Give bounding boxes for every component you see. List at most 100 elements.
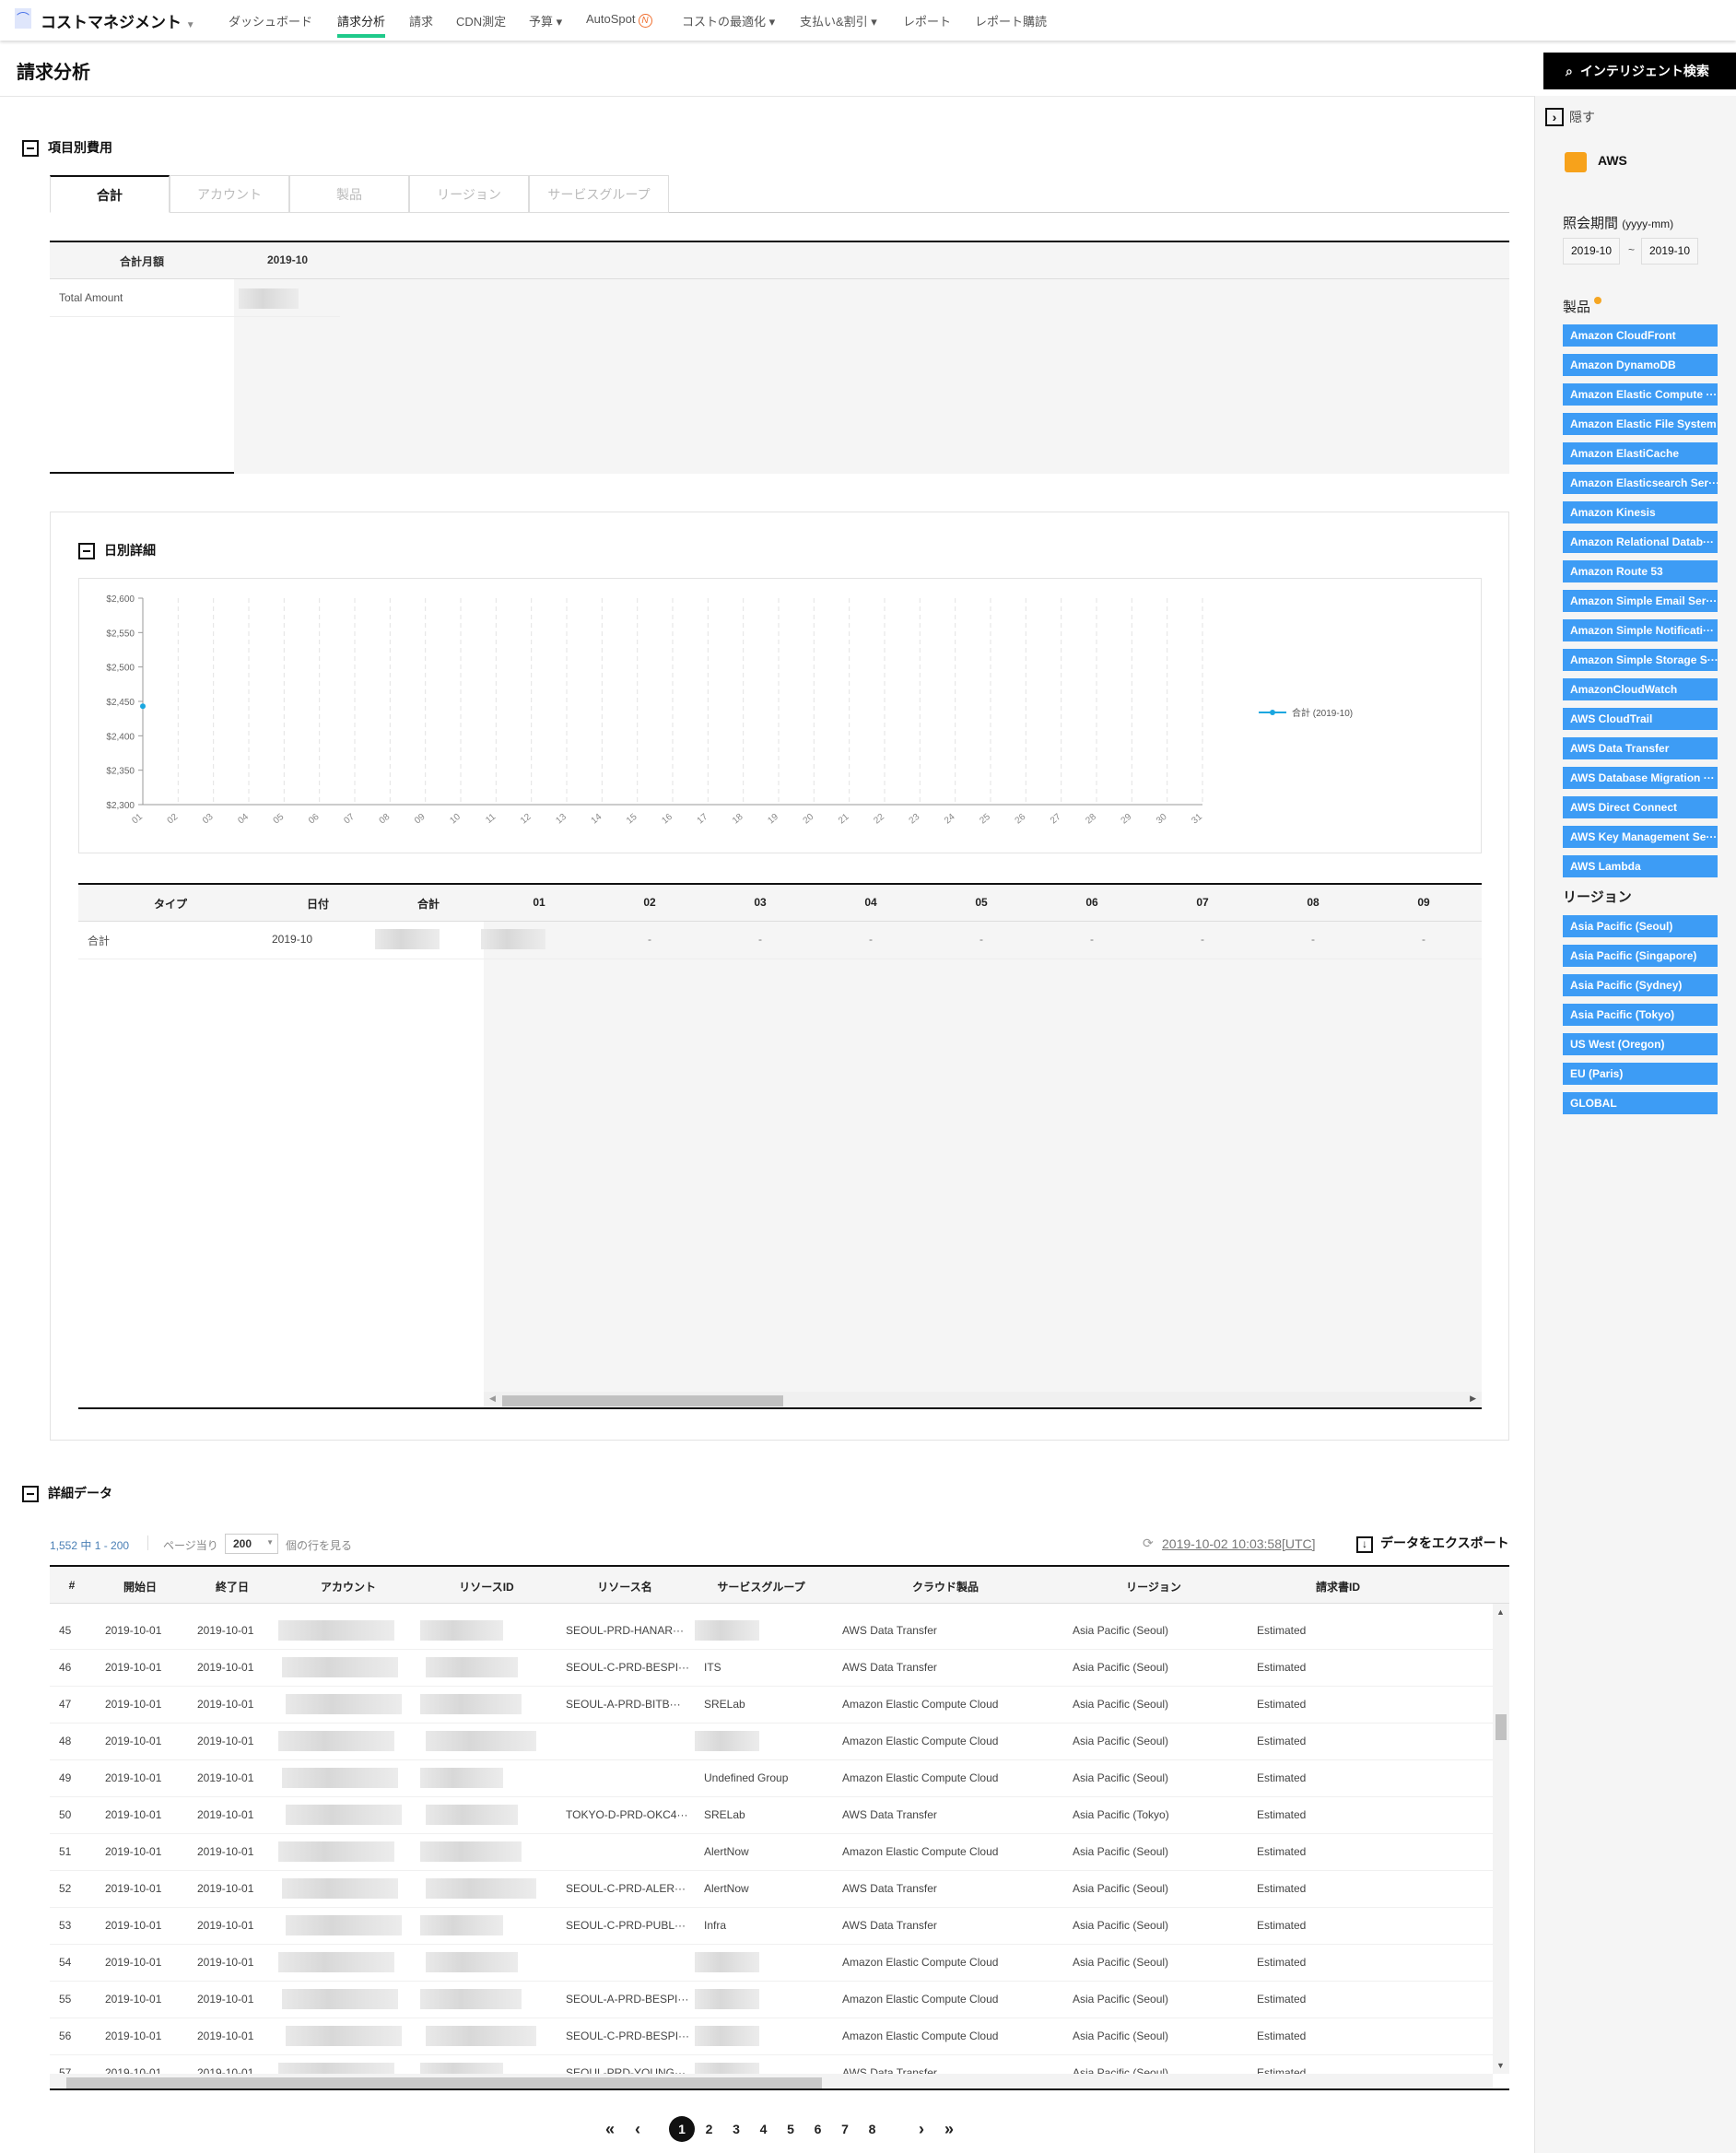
detail-data-toggle[interactable]: 詳細データ xyxy=(22,1484,112,1503)
product-chip[interactable]: AWS Lambda xyxy=(1563,855,1718,877)
table-row[interactable]: 54 2019-10-01 2019-10-01 Amazon Elastic Com… xyxy=(50,1945,1493,1982)
table-row[interactable]: 57 2019-10-01 2019-10-01 SEOUL-PRD-YOUNG···… xyxy=(50,2055,1493,2074)
per-page-select[interactable]: 200 ▼ xyxy=(225,1534,278,1554)
table-row[interactable]: 50 2019-10-01 2019-10-01 TOKYO-D-PRD-OKC4··… xyxy=(50,1797,1493,1834)
nav-payments[interactable]: 支払い&割引 ▾ xyxy=(800,15,877,29)
nav-reports[interactable]: レポート xyxy=(903,15,952,29)
product-chip[interactable]: Amazon Simple Storage S··· xyxy=(1563,649,1718,671)
table-cell: Asia Pacific (Seoul) xyxy=(1073,1845,1169,1858)
region-chip[interactable]: Asia Pacific (Sydney) xyxy=(1563,974,1718,996)
prev-page-button[interactable]: ‹ xyxy=(635,2120,640,2138)
nav-cdn[interactable]: CDN測定 xyxy=(456,15,507,29)
table-row[interactable]: 48 2019-10-01 2019-10-01 Amazon Elastic Com… xyxy=(50,1724,1493,1760)
scrollbar-thumb[interactable] xyxy=(1496,1714,1507,1740)
chevron-down-icon: ▼ xyxy=(185,20,195,30)
region-chip[interactable]: Asia Pacific (Tokyo) xyxy=(1563,1004,1718,1026)
product-chip[interactable]: AWS Direct Connect xyxy=(1563,796,1718,818)
detail-col-header: サービスグループ xyxy=(717,1581,805,1594)
product-chip[interactable]: Amazon Route 53 xyxy=(1563,560,1718,582)
daily-col-header: 07 xyxy=(1196,896,1209,909)
table-row[interactable]: 47 2019-10-01 2019-10-01 SEOUL-A-PRD-BITB··… xyxy=(50,1687,1493,1724)
tab-total[interactable]: 合計 xyxy=(50,175,170,213)
tab-service-group[interactable]: サービスグループ xyxy=(529,175,669,213)
nav-dashboard[interactable]: ダッシュボード xyxy=(229,15,313,29)
scroll-down-icon[interactable]: ▼ xyxy=(1496,2061,1505,2070)
nav-optimization[interactable]: コストの最適化 ▾ xyxy=(682,15,776,29)
daily-cell: - xyxy=(1201,933,1204,946)
period-from-input[interactable]: 2019-10 xyxy=(1563,238,1620,265)
vertical-scrollbar[interactable]: ▲ ▼ xyxy=(1493,1604,1509,2074)
scrollbar-thumb[interactable] xyxy=(66,2077,822,2088)
page-button[interactable]: 8 xyxy=(868,2122,876,2136)
last-updated-link[interactable]: 2019-10-02 10:03:58[UTC] xyxy=(1162,1536,1316,1551)
tab-account[interactable]: アカウント xyxy=(170,175,289,213)
hide-sidebar-button[interactable]: › 隠す xyxy=(1545,108,1595,126)
redacted-resource-id xyxy=(420,1915,503,1935)
product-chip[interactable]: Amazon Simple Notificati··· xyxy=(1563,619,1718,641)
tab-product[interactable]: 製品 xyxy=(289,175,409,213)
product-chip[interactable]: Amazon Simple Email Ser··· xyxy=(1563,590,1718,612)
table-row[interactable]: 51 2019-10-01 2019-10-01 AlertNow Amazon Ela… xyxy=(50,1834,1493,1871)
product-chip[interactable]: Amazon ElastiCache xyxy=(1563,442,1718,465)
page-button[interactable]: 7 xyxy=(841,2122,849,2136)
page-button[interactable]: 3 xyxy=(733,2122,740,2136)
product-chip[interactable]: Amazon Kinesis xyxy=(1563,501,1718,524)
export-button[interactable]: ↓ データをエクスポート xyxy=(1356,1534,1509,1553)
product-chip[interactable]: AWS CloudTrail xyxy=(1563,708,1718,730)
tab-region[interactable]: リージョン xyxy=(409,175,529,213)
table-cell: 52 xyxy=(59,1882,72,1895)
page-button[interactable]: 6 xyxy=(814,2122,822,2136)
scroll-up-icon[interactable]: ▲ xyxy=(1496,1607,1505,1617)
table-cell: Estimated xyxy=(1257,1771,1307,1784)
product-chip[interactable]: AmazonCloudWatch xyxy=(1563,678,1718,700)
table-row[interactable]: 53 2019-10-01 2019-10-01 SEOUL-C-PRD-PUBL··… xyxy=(50,1908,1493,1945)
nav-billing[interactable]: 請求 xyxy=(409,15,434,29)
region-chip[interactable]: EU (Paris) xyxy=(1563,1063,1718,1085)
page-button[interactable]: 4 xyxy=(759,2122,768,2136)
intelligent-search-button[interactable]: ⌕ インテリジェント検索 xyxy=(1543,53,1736,89)
page-button[interactable]: 2 xyxy=(705,2122,713,2136)
product-chip[interactable]: Amazon Relational Datab··· xyxy=(1563,531,1718,553)
horizontal-scrollbar[interactable]: ◀ ▶ xyxy=(484,1392,1482,1407)
product-chip[interactable]: AWS Key Management Se··· xyxy=(1563,826,1718,848)
table-row[interactable]: 52 2019-10-01 2019-10-01 SEOUL-C-PRD-ALER··… xyxy=(50,1871,1493,1908)
next-page-button[interactable]: › xyxy=(919,2120,924,2138)
table-cell: SEOUL-C-PRD-ALER··· xyxy=(566,1882,686,1895)
product-chip[interactable]: Amazon CloudFront xyxy=(1563,324,1718,347)
table-row[interactable]: 46 2019-10-01 2019-10-01 SEOUL-C-PRD-BESPI·… xyxy=(50,1650,1493,1687)
table-row[interactable]: 56 2019-10-01 2019-10-01 SEOUL-C-PRD-BESPI·… xyxy=(50,2018,1493,2055)
nav-budget[interactable]: 予算 ▾ xyxy=(529,15,563,29)
nav-report-subscription[interactable]: レポート購読 xyxy=(975,15,1048,29)
table-row[interactable]: 45 2019-10-01 2019-10-01 SEOUL-PRD-HANAR···… xyxy=(50,1613,1493,1650)
product-chip[interactable]: Amazon Elasticsearch Ser··· xyxy=(1563,472,1718,494)
table-cell: 2019-10-01 xyxy=(105,1882,162,1895)
scroll-right-icon[interactable]: ▶ xyxy=(1470,1394,1476,1403)
horizontal-scrollbar[interactable] xyxy=(50,2074,1493,2088)
table-row[interactable]: 49 2019-10-01 2019-10-01 Undefined Group Ama… xyxy=(50,1760,1493,1797)
first-page-button[interactable]: « xyxy=(604,2120,615,2138)
region-chip[interactable]: Asia Pacific (Singapore) xyxy=(1563,945,1718,967)
nav-billing-analysis[interactable]: 請求分析 xyxy=(337,12,386,38)
product-chip[interactable]: Amazon Elastic Compute ··· xyxy=(1563,383,1718,406)
refresh-icon[interactable]: ⟳ xyxy=(1143,1535,1154,1550)
daily-detail-toggle[interactable]: 日別詳細 xyxy=(78,541,156,560)
table-cell: AWS Data Transfer xyxy=(842,1882,937,1895)
scrollbar-thumb[interactable] xyxy=(502,1395,783,1406)
product-chip[interactable]: AWS Database Migration ··· xyxy=(1563,767,1718,789)
product-chip[interactable]: AWS Data Transfer xyxy=(1563,737,1718,759)
page-button[interactable]: 1 xyxy=(669,2116,695,2142)
nav-autospot[interactable]: AutoSpot N xyxy=(586,12,652,28)
period-to-input[interactable]: 2019-10 xyxy=(1641,238,1698,265)
page-button[interactable]: 5 xyxy=(787,2122,794,2136)
table-row[interactable]: 55 2019-10-01 2019-10-01 SEOUL-A-PRD-BESPI·… xyxy=(50,1982,1493,2018)
product-chip[interactable]: Amazon Elastic File System xyxy=(1563,413,1718,435)
scroll-left-icon[interactable]: ◀ xyxy=(489,1394,496,1403)
region-chip[interactable]: US West (Oregon) xyxy=(1563,1033,1718,1055)
chevron-right-icon: › xyxy=(1545,108,1564,126)
region-chip[interactable]: Asia Pacific (Seoul) xyxy=(1563,915,1718,937)
region-chip[interactable]: GLOBAL xyxy=(1563,1092,1718,1114)
last-page-button[interactable]: » xyxy=(944,2120,954,2138)
brand-menu[interactable]: コストマネジメント ▼ xyxy=(41,9,195,32)
product-chip[interactable]: Amazon DynamoDB xyxy=(1563,354,1718,376)
itemized-cost-toggle[interactable]: 項目別費用 xyxy=(22,138,112,158)
